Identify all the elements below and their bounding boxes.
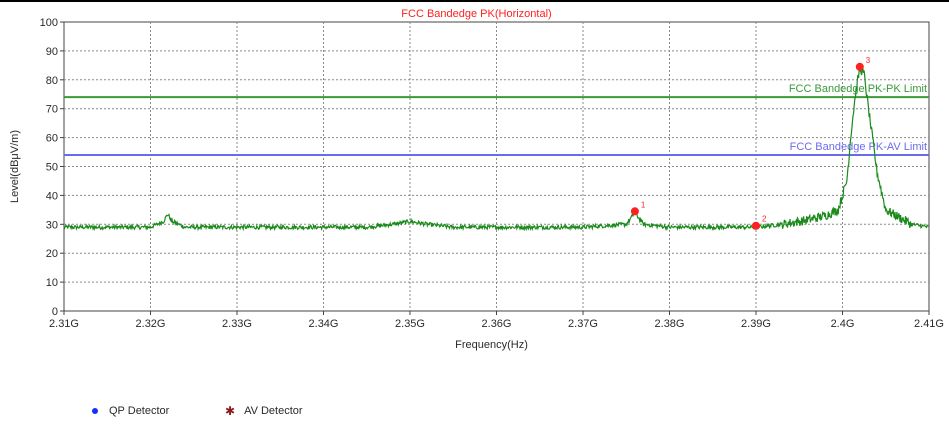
y-tick-label: 20 <box>46 248 58 260</box>
y-tick-label: 0 <box>52 306 58 318</box>
peak-marker-label: 3 <box>866 56 871 65</box>
x-tick-label: 2.36G <box>482 318 512 330</box>
x-tick-label: 2.41G <box>914 318 944 330</box>
y-tick-label: 90 <box>46 46 58 58</box>
x-tick-label: 2.38G <box>655 318 685 330</box>
y-tick-label: 50 <box>46 162 58 174</box>
x-tick-label: 2.39G <box>741 318 771 330</box>
qp-detector-dot-icon <box>92 408 98 414</box>
av-detector-star-icon: ✱ <box>225 404 236 418</box>
x-tick-label: 2.37G <box>568 318 598 330</box>
legend-qp-label: QP Detector <box>109 405 170 417</box>
legend-qp-detector: QP Detector <box>92 405 169 417</box>
legend-av-detector: ✱ AV Detector <box>225 405 303 417</box>
y-tick-label: 80 <box>46 75 58 87</box>
x-tick-label: 2.31G <box>49 318 79 330</box>
y-tick-label: 40 <box>46 190 58 202</box>
peak-marker <box>630 207 639 216</box>
peak-marker-label: 1 <box>641 200 646 209</box>
x-tick-label: 2.33G <box>222 318 252 330</box>
x-tick-label: 2.34G <box>309 318 339 330</box>
limit-line-label: FCC Bandedge PK-PK Limit <box>789 83 927 95</box>
spectrum-trace <box>63 66 930 232</box>
y-tick-label: 100 <box>40 17 58 29</box>
peak-marker <box>855 62 864 71</box>
chart-title: FCC Bandedge PK(Horizontal) <box>401 8 551 20</box>
y-tick-label: 60 <box>46 133 58 145</box>
top-rule <box>0 0 949 2</box>
x-tick-label: 2.4G <box>831 318 855 330</box>
y-tick-label: 70 <box>46 104 58 116</box>
y-tick-label: 10 <box>46 277 58 289</box>
y-tick-label: 30 <box>46 219 58 231</box>
peak-marker <box>752 221 760 230</box>
limit-line-label: FCC Bandedge PK-AV Limit <box>790 141 927 153</box>
x-tick-label: 2.32G <box>136 318 166 330</box>
x-tick-label: 2.35G <box>395 318 425 330</box>
peak-marker-label: 2 <box>762 215 767 224</box>
x-axis-label: Frequency(Hz) <box>455 339 528 351</box>
legend-av-label: AV Detector <box>244 405 303 417</box>
y-axis-label: Level(dBμV/m) <box>9 130 21 203</box>
